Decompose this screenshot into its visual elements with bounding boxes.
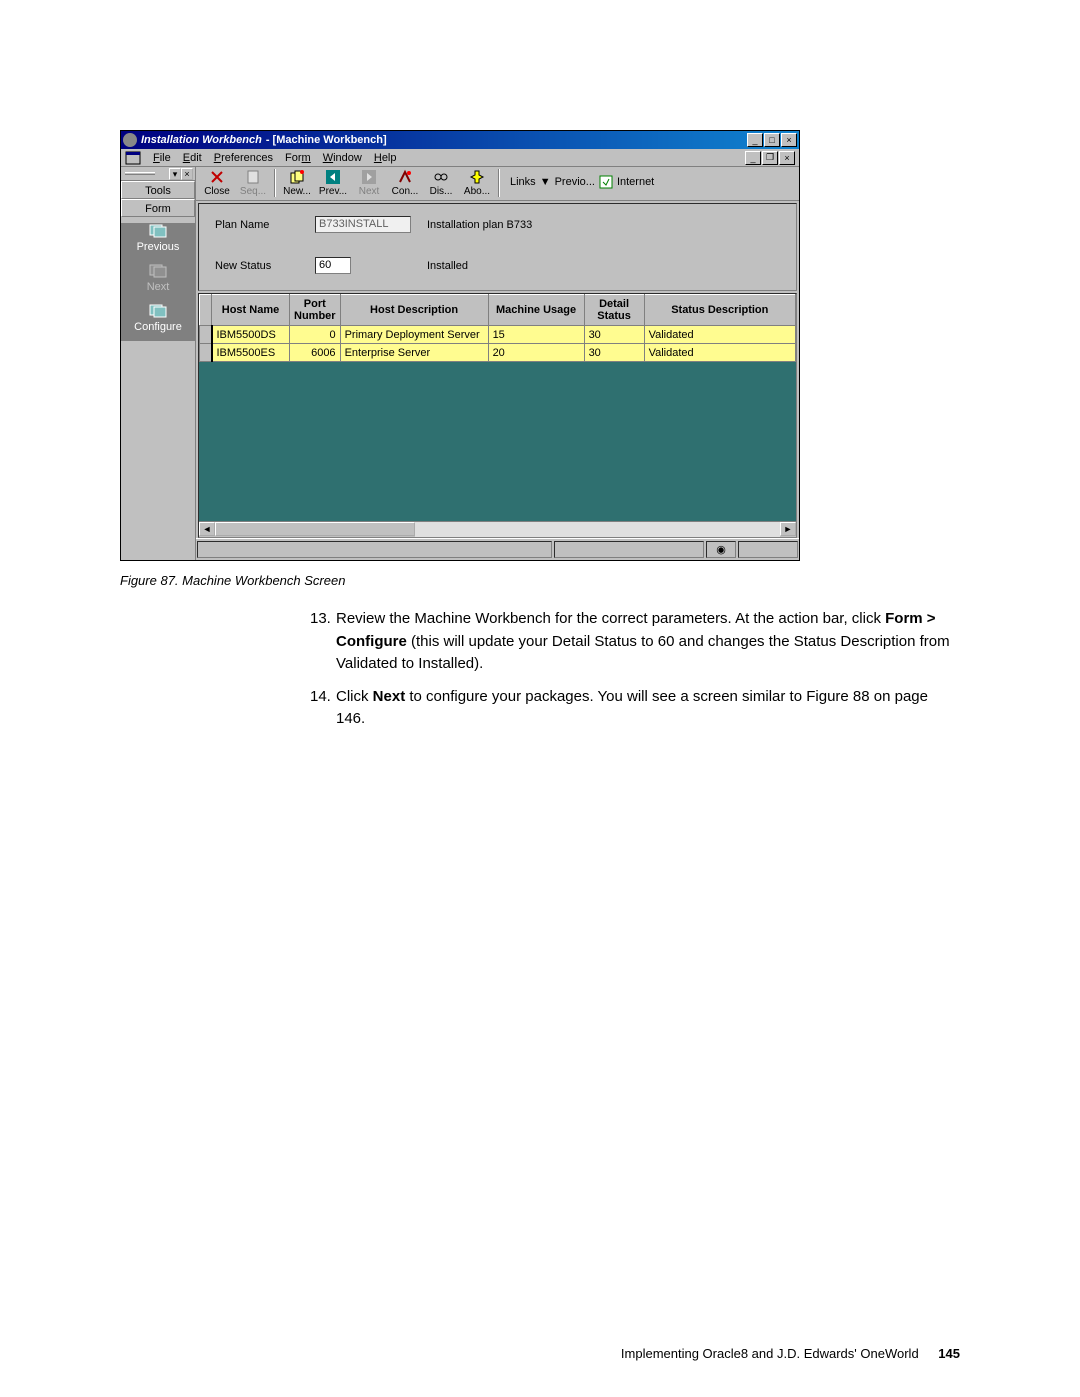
plan-name-input[interactable]: B733INSTALL	[315, 216, 411, 233]
title-app: Installation Workbench	[141, 134, 262, 146]
col-host-desc[interactable]: Host Description	[340, 295, 488, 326]
menu-form[interactable]: Form	[279, 152, 317, 164]
new-status-label: New Status	[215, 260, 315, 272]
links-previo[interactable]: Previo...	[555, 176, 595, 188]
new-status-input[interactable]: 60	[315, 257, 351, 274]
minimize-button[interactable]: _	[747, 133, 763, 147]
seq-icon	[245, 169, 261, 185]
mdi-minimize[interactable]: _	[745, 151, 761, 165]
links-dropdown-icon[interactable]: ▼	[540, 176, 551, 188]
body-text: 13. Review the Machine Workbench for the…	[310, 608, 960, 731]
figure-caption: Figure 87. Machine Workbench Screen	[120, 573, 960, 588]
col-host-name[interactable]: Host Name	[212, 295, 290, 326]
links-internet[interactable]: Internet	[617, 176, 654, 188]
abo-icon	[469, 169, 485, 185]
title-doc: - [Machine Workbench]	[266, 134, 387, 146]
internet-icon	[599, 175, 613, 189]
titlebar: Installation Workbench - [Machine Workbe…	[121, 131, 799, 149]
mdi-close[interactable]: ×	[779, 151, 795, 165]
col-status-desc[interactable]: Status Description	[644, 295, 795, 326]
table-row[interactable]: IBM5500DS 0 Primary Deployment Server 15…	[200, 326, 796, 344]
menu-preferences[interactable]: Preferences	[208, 152, 279, 164]
menu-file[interactable]: File	[147, 152, 177, 164]
dis-icon	[433, 169, 449, 185]
table-row[interactable]: IBM5500ES 6006 Enterprise Server 20 30 V…	[200, 344, 796, 362]
new-icon	[289, 169, 305, 185]
tool-seq: Seq...	[236, 169, 270, 197]
plan-desc: Installation plan B733	[427, 219, 532, 231]
configure-icon[interactable]	[148, 303, 168, 319]
mdi-restore[interactable]: ❐	[762, 151, 778, 165]
tool-abo[interactable]: Abo...	[460, 169, 494, 197]
panel-configure[interactable]: Configure	[121, 321, 195, 337]
col-detail-status[interactable]: Detail Status	[584, 295, 644, 326]
maximize-button[interactable]: □	[764, 133, 780, 147]
panel-tools[interactable]: Tools	[121, 181, 195, 199]
plan-name-label: Plan Name	[215, 219, 315, 231]
next-icon	[361, 169, 377, 185]
panel-dropdown[interactable]: ▾	[169, 168, 181, 180]
hscroll[interactable]: ◄ ►	[199, 521, 796, 537]
menu-edit[interactable]: Edit	[177, 152, 208, 164]
form-body: Plan Name B733INSTALL Installation plan …	[198, 203, 797, 291]
panel-previous[interactable]: Previous	[121, 241, 195, 257]
menu-help[interactable]: Help	[368, 152, 403, 164]
list-item: 13. Review the Machine Workbench for the…	[310, 608, 960, 676]
status-icon: ◉	[706, 541, 736, 558]
col-port[interactable]: Port Number	[290, 295, 341, 326]
panel-next: Next	[121, 281, 195, 297]
tool-new[interactable]: New...	[280, 169, 314, 197]
previous-icon[interactable]	[148, 223, 168, 239]
mdi-icon	[125, 151, 141, 165]
status-desc: Installed	[427, 260, 468, 272]
tool-close[interactable]: Close	[200, 169, 234, 197]
panel-close[interactable]: ×	[181, 168, 193, 180]
prev-icon	[325, 169, 341, 185]
list-item: 14. Click Next to configure your package…	[310, 686, 960, 731]
data-grid: Host Name Port Number Host Description M…	[199, 294, 796, 362]
scroll-left[interactable]: ◄	[199, 522, 215, 536]
col-usage[interactable]: Machine Usage	[488, 295, 584, 326]
con-icon	[397, 169, 413, 185]
close-button[interactable]: ×	[781, 133, 797, 147]
screenshot: Installation Workbench - [Machine Workbe…	[120, 130, 800, 561]
left-panel: ▾ × Tools Form Previous Next Configure	[121, 167, 196, 560]
scroll-right[interactable]: ►	[780, 522, 796, 536]
panel-form[interactable]: Form	[121, 199, 195, 217]
links-label: Links	[510, 176, 536, 188]
grid-fill	[199, 362, 796, 521]
page-footer: Implementing Oracle8 and J.D. Edwards' O…	[621, 1346, 960, 1361]
tool-dis[interactable]: Dis...	[424, 169, 458, 197]
close-icon	[209, 169, 225, 185]
tool-next: Next	[352, 169, 386, 197]
menubar: File Edit Preferences Form Window Help _…	[121, 149, 799, 167]
grid-wrap: Host Name Port Number Host Description M…	[198, 293, 797, 538]
menu-window[interactable]: Window	[317, 152, 368, 164]
toolbar: Close Seq... New... Prev...	[196, 167, 799, 201]
statusbar: ◉	[196, 538, 799, 560]
app-icon	[123, 133, 137, 147]
tool-con[interactable]: Con...	[388, 169, 422, 197]
scroll-thumb[interactable]	[215, 522, 415, 536]
next-icon[interactable]	[148, 263, 168, 279]
tool-prev[interactable]: Prev...	[316, 169, 350, 197]
